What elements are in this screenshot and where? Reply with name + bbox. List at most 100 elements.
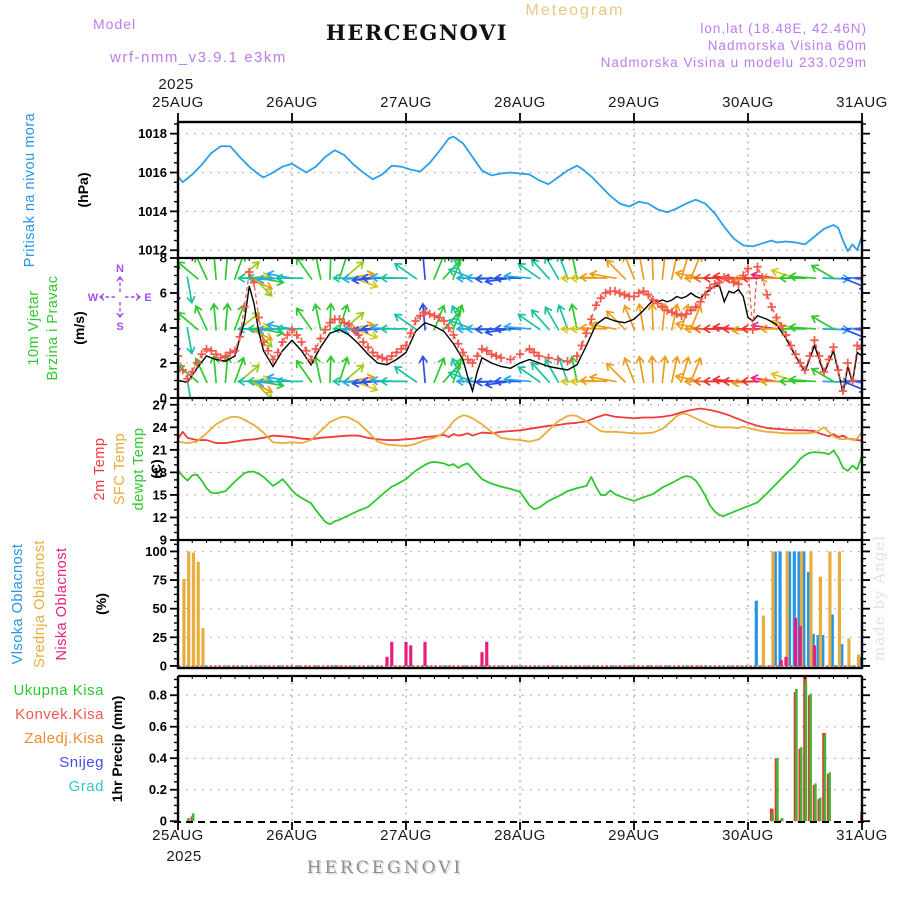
svg-text:Pritisak na nivou mora: Pritisak na nivou mora	[22, 112, 38, 267]
wind-direction-arrow	[209, 302, 219, 331]
time-ticks	[177, 113, 863, 830]
wind-axis-labels: 10m Vjetar Brzina i Pravac (m/s)	[26, 275, 87, 380]
svg-text:12: 12	[153, 510, 167, 525]
wind-direction-arrow	[447, 370, 475, 383]
svg-text:2025: 2025	[166, 848, 201, 865]
wind-direction-arrow	[418, 354, 428, 384]
svg-text:Niska Oblacnost: Niska Oblacnost	[54, 547, 70, 660]
wind-direction-arrow	[670, 302, 681, 331]
total-precip-bar	[187, 818, 190, 822]
wind-direction-arrow	[635, 302, 645, 331]
svg-text:4: 4	[160, 321, 168, 336]
precip-panel	[187, 676, 863, 822]
precip-gridlines	[178, 676, 862, 822]
svg-text:27AUG: 27AUG	[380, 827, 432, 844]
wind-direction-arrow	[222, 302, 232, 331]
svg-text:27AUG: 27AUG	[380, 94, 432, 111]
svg-text:(m/s): (m/s)	[71, 311, 87, 344]
wind-direction-arrow	[530, 309, 551, 331]
svg-text:100: 100	[145, 544, 167, 559]
wind-direction-arrow	[517, 262, 541, 280]
wind-panel	[177, 258, 863, 398]
svg-text:50: 50	[153, 601, 167, 616]
wind-direction-arrow	[338, 356, 350, 384]
legend-zaledj-kisa: Zaledj.Kisa	[24, 730, 104, 747]
wind-direction-arrow	[186, 327, 196, 356]
wind-direction-arrow	[670, 355, 681, 384]
footer-station-title: HERCEGNOVI	[306, 858, 464, 878]
wind-direction-arrow	[788, 272, 817, 282]
pressure-line	[177, 135, 863, 253]
pressure-axis-labels: Pritisak na nivou mora (hPa)	[22, 112, 91, 267]
wind-direction-arrow	[647, 258, 657, 280]
wind-arrow-row-0	[177, 258, 863, 305]
svg-text:30AUG: 30AUG	[722, 827, 774, 844]
wind-direction-arrow	[670, 258, 681, 280]
wind-direction-arrow	[605, 259, 627, 280]
wind-direction-arrow	[209, 258, 219, 280]
wind-direction-arrow	[689, 356, 703, 384]
svg-text:1016: 1016	[138, 165, 167, 180]
wind-direction-arrow	[660, 354, 669, 384]
wind-direction-arrow	[418, 258, 428, 280]
svg-text:Srednja Oblacnost: Srednja Oblacnost	[32, 540, 48, 668]
total-precip-bar	[780, 818, 784, 822]
wind-direction-arrow	[393, 313, 418, 331]
wind-direction-arrow	[850, 380, 863, 390]
total-precip-bar	[823, 734, 827, 822]
svg-text:21: 21	[153, 442, 167, 457]
dewpoint-temp-line	[177, 449, 863, 526]
wind-arrow-row-1	[177, 302, 863, 356]
wind-direction-arrow	[517, 366, 541, 383]
svg-text:(%): (%)	[93, 593, 109, 615]
wind-direction-arrow	[588, 373, 617, 383]
total-precip-bar	[799, 747, 803, 822]
wind-direction-arrow	[338, 303, 350, 331]
wind-arrow-row-2	[177, 354, 863, 398]
wind-direction-arrow	[530, 361, 551, 383]
temperature-axis-labels: 2m Temp SFC Temp dewpt Temp (C)	[92, 428, 164, 511]
wind-direction-arrow	[252, 276, 273, 297]
wind-direction-arrow	[647, 354, 657, 384]
svg-text:0: 0	[160, 391, 167, 406]
precip-y-axis: 0 0.2 0.4 0.6 0.8	[149, 678, 870, 829]
cloud-panel	[178, 551, 863, 667]
svg-text:0.6: 0.6	[149, 719, 167, 734]
pressure-panel	[177, 135, 863, 253]
wind-direction-arrow	[274, 273, 304, 283]
svg-text:28AUG: 28AUG	[494, 827, 546, 844]
wind-direction-arrow	[194, 258, 208, 280]
wind-direction-arrow	[544, 305, 560, 331]
temperature-panel	[177, 407, 863, 526]
wind-direction-arrow	[855, 377, 863, 387]
svg-text:1012: 1012	[138, 243, 167, 258]
svg-text:Brzina i Pravac: Brzina i Pravac	[45, 275, 61, 380]
wind-direction-arrow	[312, 258, 322, 280]
svg-text:30AUG: 30AUG	[722, 94, 774, 111]
svg-text:10m Vjetar: 10m Vjetar	[26, 290, 42, 365]
cloud-y-axis: 0 25 50 75 100	[145, 543, 870, 673]
svg-text:6: 6	[160, 286, 167, 301]
svg-text:27: 27	[153, 397, 167, 412]
svg-text:9: 9	[160, 533, 167, 548]
wind-direction-arrow	[252, 379, 273, 398]
svg-text:(hPa): (hPa)	[75, 173, 91, 208]
svg-text:E: E	[144, 292, 151, 304]
total-precip-bar	[814, 783, 817, 822]
svg-text:(C): (C)	[148, 459, 164, 478]
wind-direction-arrow	[233, 356, 246, 384]
svg-text:28AUG: 28AUG	[494, 94, 546, 111]
model-elevation-label: Nadmorska Visina u modelu 233.029m	[600, 55, 867, 70]
svg-text:31AUG: 31AUG	[836, 94, 888, 111]
wind-direction-arrow	[418, 302, 428, 331]
svg-text:15: 15	[153, 487, 167, 502]
wind-direction-arrow	[503, 271, 532, 281]
wind-direction-arrow	[622, 304, 636, 331]
wind-direction-arrow	[379, 324, 408, 334]
pressure-gridlines	[178, 122, 862, 258]
total-precip-bar	[828, 772, 831, 822]
wind-direction-arrow	[274, 324, 304, 334]
low-cloud-bars	[385, 617, 817, 666]
svg-text:2025: 2025	[158, 76, 193, 93]
wind-direction-arrow	[635, 355, 645, 384]
